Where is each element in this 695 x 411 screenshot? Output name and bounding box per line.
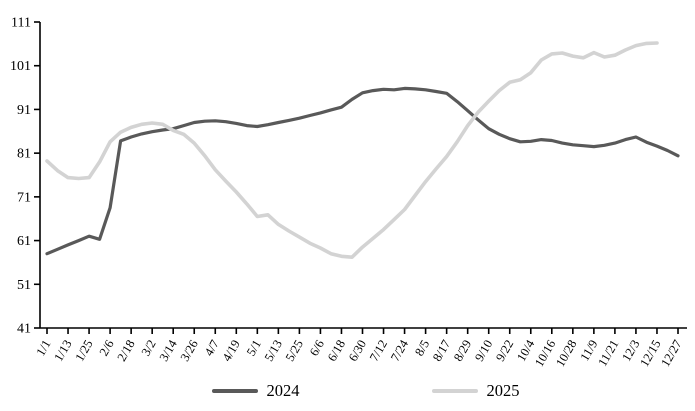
x-tick-label: 10/28 (553, 338, 579, 370)
y-tick-label: 81 (17, 147, 31, 162)
series-line-2025 (45, 41, 659, 260)
x-tick-label: 7/24 (388, 337, 412, 364)
y-tick-label: 101 (10, 59, 31, 74)
x-tick-label: 3/14 (157, 337, 181, 364)
x-tick-label: 1/1 (33, 338, 53, 359)
y-tick-label: 91 (17, 103, 31, 118)
x-tick-label: 4/7 (202, 338, 222, 359)
x-tick-label: 9/22 (493, 338, 516, 364)
legend-item-2024: 2024 (211, 380, 300, 400)
legend-label-2024: 2024 (266, 380, 300, 400)
x-tick-label: 12/15 (637, 338, 663, 370)
x-tick-label: 4/19 (220, 338, 243, 364)
y-tick-label: 51 (17, 278, 31, 293)
x-tick-label: 1/25 (72, 338, 95, 364)
x-tick-label: 7/12 (367, 338, 390, 364)
x-tick-label: 3/2 (139, 338, 159, 359)
legend-swatch-2025-line (431, 388, 478, 394)
legend-label-2025: 2025 (486, 380, 520, 400)
legend-swatch-2024-line (211, 388, 258, 394)
x-tick-label: 12/27 (658, 338, 684, 370)
y-tick-label: 41 (17, 322, 31, 337)
legend-item-2025: 2025 (431, 380, 520, 400)
y-tick-label: 61 (17, 234, 31, 249)
x-tick-label: 6/30 (346, 338, 369, 364)
x-tick-label: 3/26 (178, 338, 201, 364)
series-line-2024 (45, 86, 680, 256)
x-tick-label: 8/29 (451, 338, 474, 364)
x-tick-label: 6/18 (325, 338, 348, 364)
x-tick-label: 6/6 (307, 338, 327, 359)
x-tick-label: 5/1 (244, 338, 264, 359)
x-tick-label: 2/18 (114, 338, 137, 364)
x-tick-label: 2/6 (97, 338, 117, 359)
x-tick-label: 10/16 (532, 338, 558, 370)
y-tick-label: 71 (17, 190, 31, 205)
x-tick-label: 8/17 (430, 338, 453, 364)
x-tick-label: 1/13 (51, 338, 74, 364)
y-tick-label: 111 (11, 16, 31, 31)
x-tick-label: 5/13 (262, 338, 285, 364)
x-tick-label: 5/25 (283, 338, 306, 364)
x-tick-label: 9/10 (472, 338, 495, 364)
chart-legend: 2024 2025 (0, 375, 695, 407)
x-tick-label: 11/21 (595, 338, 621, 369)
x-tick-label: 8/5 (412, 338, 432, 359)
